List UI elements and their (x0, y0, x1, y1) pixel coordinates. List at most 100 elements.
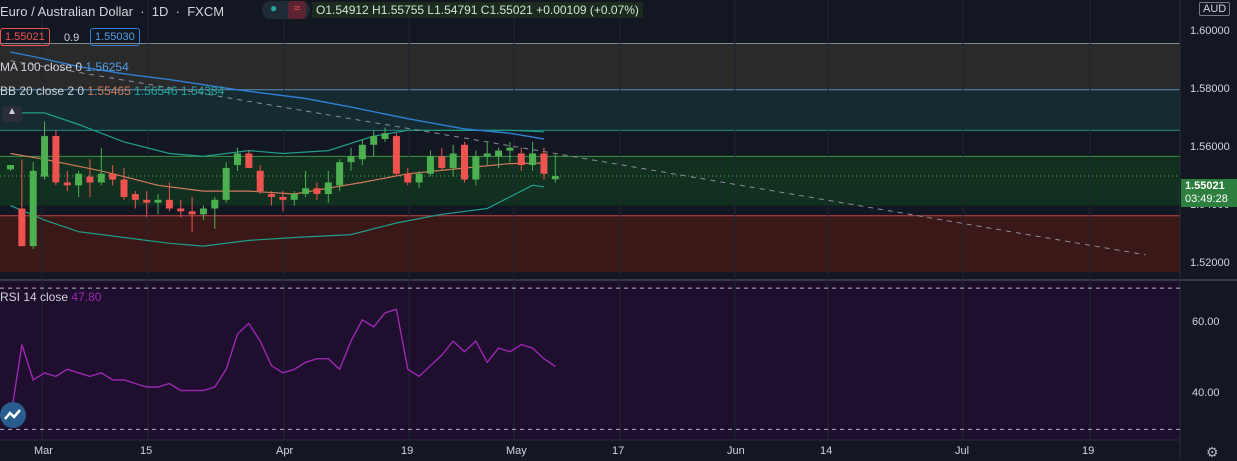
candle-body (426, 156, 434, 174)
rsi-line (9, 308, 556, 419)
candle-body (415, 173, 423, 183)
candle-body (52, 136, 60, 183)
bb-mid-value: 1.55465 (87, 84, 131, 98)
rsi-tick: 60.00 (1192, 316, 1220, 329)
market-open-dot-icon: ● (270, 1, 278, 15)
time-tick: May (506, 445, 527, 457)
bb-upper-value: 1.56546 (134, 84, 178, 98)
time-tick: 19 (401, 445, 414, 457)
candle-body (97, 173, 105, 183)
time-tick: 19 (1082, 445, 1095, 457)
price-tick: 1.56000 (1190, 140, 1230, 153)
gear-icon[interactable]: ⚙ (1206, 444, 1219, 460)
candle-body (165, 199, 173, 209)
candle-body (75, 173, 83, 186)
candles (7, 121, 559, 250)
value-zone (0, 156, 1180, 206)
candle-body (154, 199, 162, 203)
rsi-pane (0, 287, 1180, 430)
candle-body (449, 153, 457, 168)
ma-value: 1.56254 (85, 60, 129, 74)
price-tick: 1.52000 (1190, 256, 1230, 269)
candle-body (109, 173, 117, 180)
indicator-lines (0, 51, 1180, 256)
ohlc-readout: O1.54912 H1.55755 L1.54791 C1.55021 +0.0… (312, 2, 643, 18)
rsi-legend[interactable]: RSI 14 close 47.80 (0, 290, 101, 304)
candle-body (381, 133, 389, 139)
time-tick: 15 (140, 445, 153, 457)
time-tick: Apr (276, 445, 294, 457)
bb-lower-line (10, 184, 544, 247)
bar-countdown: 03:49:28 (1185, 193, 1228, 205)
candle-body (29, 170, 37, 247)
candle-body (41, 136, 49, 177)
rsi-background (0, 281, 1180, 440)
symbol-name: Euro / Australian Dollar (0, 4, 133, 19)
candle-body (483, 153, 491, 157)
candle-body (370, 136, 378, 145)
candle-body (472, 156, 480, 180)
candle-body (86, 176, 94, 183)
candle-body (199, 208, 207, 215)
bb-label: BB 20 close 2 0 (0, 84, 85, 98)
candle-body (551, 176, 559, 180)
buy-button[interactable]: 1.55030 (90, 28, 140, 46)
candle-body (234, 153, 241, 166)
time-tick: 14 (820, 445, 833, 457)
candle-body (7, 165, 14, 170)
price-tick: 1.58000 (1190, 82, 1230, 95)
candle-body (131, 194, 139, 200)
candle-body (313, 188, 321, 195)
last-price: 1.55021 (1185, 180, 1225, 192)
logo-icon (4, 409, 21, 420)
candle-body (358, 144, 366, 160)
candle-body (120, 179, 128, 197)
wave-icon: ≈ (288, 1, 306, 19)
trendline (10, 60, 1146, 256)
ma-label: MA 100 close 0 (0, 60, 83, 74)
resistance-zone (0, 43, 1180, 90)
bb-lower-value: 1.54384 (180, 84, 225, 98)
candle-body (211, 199, 219, 209)
tradingview-logo[interactable] (0, 402, 26, 428)
candle-body (347, 156, 355, 163)
rsi-label: RSI 14 close (0, 290, 69, 304)
candle-body (495, 150, 503, 157)
sell-button[interactable]: 1.55021 (0, 28, 50, 46)
currency-button[interactable]: AUD (1199, 2, 1231, 16)
symbol-legend[interactable]: Euro / Australian Dollar · 1D · FXCM (0, 4, 225, 19)
candle-body (177, 208, 185, 212)
time-tick: Jun (727, 445, 745, 457)
candle-body (222, 167, 230, 200)
demand-zone (0, 215, 1180, 273)
collapse-legend-button[interactable]: ▲ (2, 106, 22, 122)
candle-body (461, 144, 468, 180)
candle-body (506, 147, 514, 151)
candle-body (63, 182, 71, 186)
spread-value: 0.9 (64, 32, 80, 44)
bb-legend[interactable]: BB 20 close 2 0 1.55465 1.56546 1.54384 (0, 84, 224, 98)
rsi-value: 47.80 (71, 290, 102, 304)
candle-body (438, 156, 446, 168)
time-tick: Mar (34, 445, 53, 457)
ma-legend[interactable]: MA 100 close 0 1.56254 (0, 60, 129, 74)
candle-body (302, 188, 310, 195)
supply-zone (0, 89, 1180, 131)
ma100-line (10, 51, 545, 140)
candle-body (268, 194, 276, 197)
candle-body (245, 153, 253, 168)
candle-body (290, 194, 298, 200)
candle-body (517, 153, 525, 166)
rsi-tick: 40.00 (1192, 387, 1220, 400)
candle-body (18, 208, 26, 247)
candle-body (279, 196, 287, 200)
bb-upper-line (10, 112, 544, 158)
candle-body (529, 153, 537, 166)
chevron-up-icon: ▲ (7, 106, 17, 117)
candle-body (188, 211, 196, 215)
market-status-toggle[interactable]: ● ≈ (262, 1, 310, 19)
interval: 1D (151, 4, 169, 19)
price-tick: 1.60000 (1190, 24, 1230, 37)
